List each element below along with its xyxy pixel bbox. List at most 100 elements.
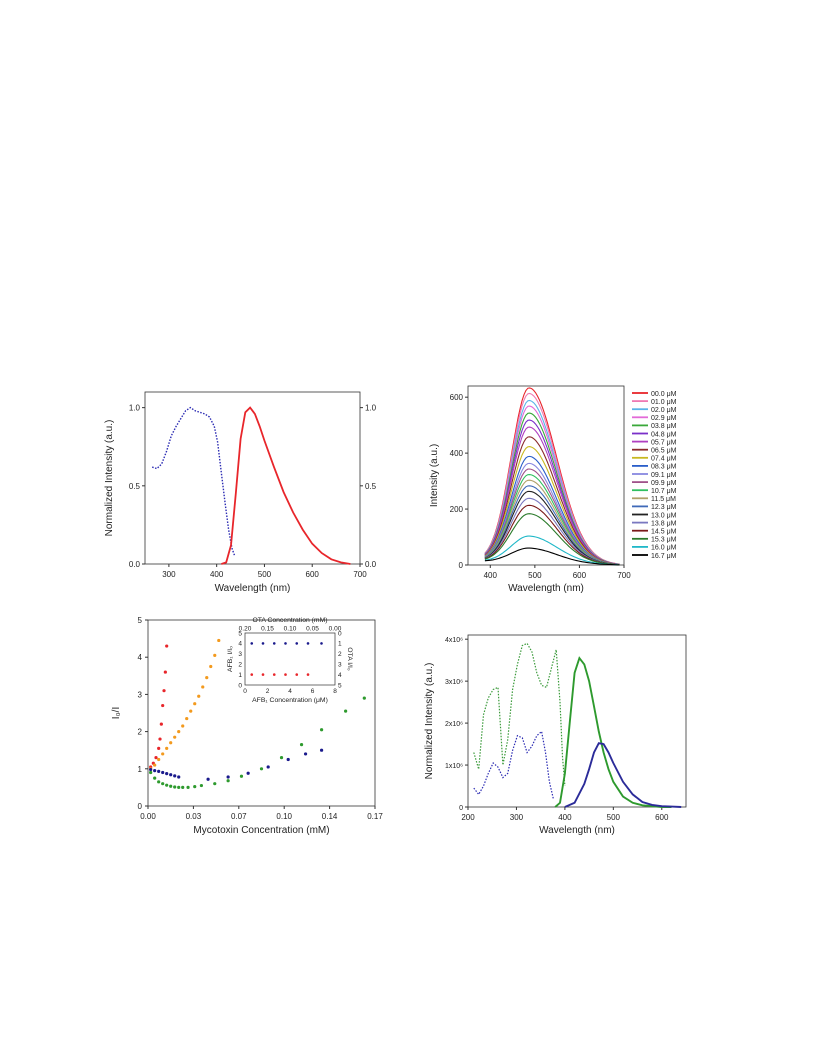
inset-bottom-tick-label: 0 (243, 688, 247, 695)
plot-frame (467, 385, 625, 566)
inset-right-axis-label: OTA I/I₀ (346, 647, 353, 671)
data-point (165, 772, 169, 776)
data-point (157, 746, 161, 750)
inset-point (306, 642, 310, 645)
y-tick-label: 1.0 (129, 404, 141, 413)
data-point (173, 785, 177, 789)
inset-point (272, 673, 276, 676)
data-point (165, 746, 169, 750)
inset-point (261, 642, 265, 645)
legend-label: 02.9 μM (651, 415, 677, 422)
legend-label: 13.8 μM (651, 520, 677, 527)
x-tick-label: 700 (617, 571, 631, 580)
data-point (193, 785, 197, 789)
data-point (149, 770, 153, 775)
blue-emission-line (564, 742, 682, 808)
plot-frame (144, 391, 361, 565)
panel-b: 400 500 600 700 0 200 400 600 Wavelength (nm) Int… (418, 378, 718, 594)
plot-frame (467, 634, 687, 808)
x-tick-label: 600 (655, 813, 669, 822)
inset-top-tick-label: 0.10 (284, 626, 297, 633)
inset-left-tick-label: 2 (238, 662, 242, 669)
data-point (213, 653, 217, 657)
data-point (226, 775, 230, 779)
data-point (173, 774, 177, 778)
data-point (158, 737, 162, 741)
data-point (153, 763, 157, 767)
data-point (157, 757, 161, 762)
x-tick-label: 400 (484, 571, 498, 580)
inset-top-tick-label: 0.00 (329, 626, 342, 633)
inset-left-tick-label: 5 (238, 630, 242, 637)
x-tick-label: 400 (558, 813, 572, 822)
data-point (362, 696, 366, 700)
y-tick-label: 4 (138, 653, 143, 662)
data-point (286, 757, 290, 762)
data-point (259, 767, 264, 771)
data-point (177, 785, 181, 789)
data-point (157, 769, 161, 774)
inset-point (295, 673, 299, 676)
right-y-tick-label: 0.5 (365, 482, 377, 491)
data-point (266, 765, 270, 769)
legend-label: 04.8 μM (651, 431, 677, 438)
legend-label: 09.9 μM (651, 480, 677, 487)
data-point (161, 782, 165, 786)
legend-label: 05.7 μM (651, 439, 677, 446)
right-y-tick-label: 0.0 (365, 560, 377, 569)
data-point (303, 752, 308, 756)
data-point (213, 782, 217, 786)
series-line (484, 547, 620, 566)
panel-c: 0.00 0.03 0.07 0.10 0.14 0.17 0 1 2 3 4 5 Mycotoxin … (95, 608, 405, 843)
inset-left-tick-label: 1 (238, 672, 242, 679)
data-point (197, 694, 201, 698)
panel-d: 200 300 400 500 600 0 1x10⁶ 2x10⁶ 3x10⁶ 4x10⁶ Wave… (418, 625, 718, 845)
inset-point (250, 673, 254, 676)
data-point (226, 779, 230, 783)
y-tick-label: 600 (450, 393, 464, 402)
legend-label: 14.5 μM (651, 529, 677, 536)
legend-label: 16.7 μM (651, 553, 677, 560)
y-tick-label: 3x10⁶ (445, 679, 463, 686)
y-tick-label: 400 (450, 449, 464, 458)
data-point (209, 664, 213, 669)
y-tick-label: 1 (138, 765, 143, 774)
data-point (344, 709, 348, 713)
legend-label: 11.5 μM (651, 496, 676, 503)
data-point (181, 724, 185, 728)
legend-label: 16.0 μM (651, 545, 677, 552)
legend-label: 06.5 μM (651, 448, 677, 455)
data-point (165, 644, 169, 648)
data-point (169, 784, 173, 788)
y-tick-label: 3 (138, 690, 143, 699)
inset-bottom-tick-label: 6 (311, 688, 315, 695)
x-tick-label: 0.00 (140, 812, 156, 821)
y-axis-label: Normalized Intensity (a.u.) (424, 663, 435, 780)
x-tick-label: 0.10 (276, 812, 292, 821)
inset-frame (244, 632, 336, 686)
chart-a-svg: 300 400 500 600 7000.00.51.00.00.51.0Wavelen… (104, 391, 377, 594)
y-axis-label: Intensity (a.u.) (429, 444, 440, 507)
data-point (162, 689, 166, 693)
inset-right-tick-label: 2 (338, 651, 342, 658)
blue-excitation-line (473, 730, 554, 799)
x-tick-label: 300 (162, 570, 176, 579)
y-tick-label: 1x10⁶ (445, 763, 463, 770)
data-point (181, 785, 185, 789)
green-emission-line (554, 656, 672, 808)
y-tick-label: 0.5 (129, 482, 141, 491)
data-point (161, 703, 165, 708)
legend-label: 09.1 μM (651, 472, 677, 479)
inset-right-tick-label: 1 (338, 641, 342, 648)
legend-label: 03.8 μM (651, 423, 677, 430)
x-tick-label: 0.07 (231, 812, 247, 821)
inset-bottom-axis-label: AFB₁ Concentration (μM) (252, 697, 328, 704)
data-point (279, 756, 284, 760)
data-point (246, 771, 250, 775)
data-point (199, 783, 204, 788)
x-tick-label: 0.14 (322, 812, 338, 821)
data-point (157, 780, 161, 784)
data-point (217, 638, 221, 643)
y-tick-label: 2x10⁶ (445, 721, 463, 728)
y-tick-label: 4x10⁶ (445, 637, 463, 644)
